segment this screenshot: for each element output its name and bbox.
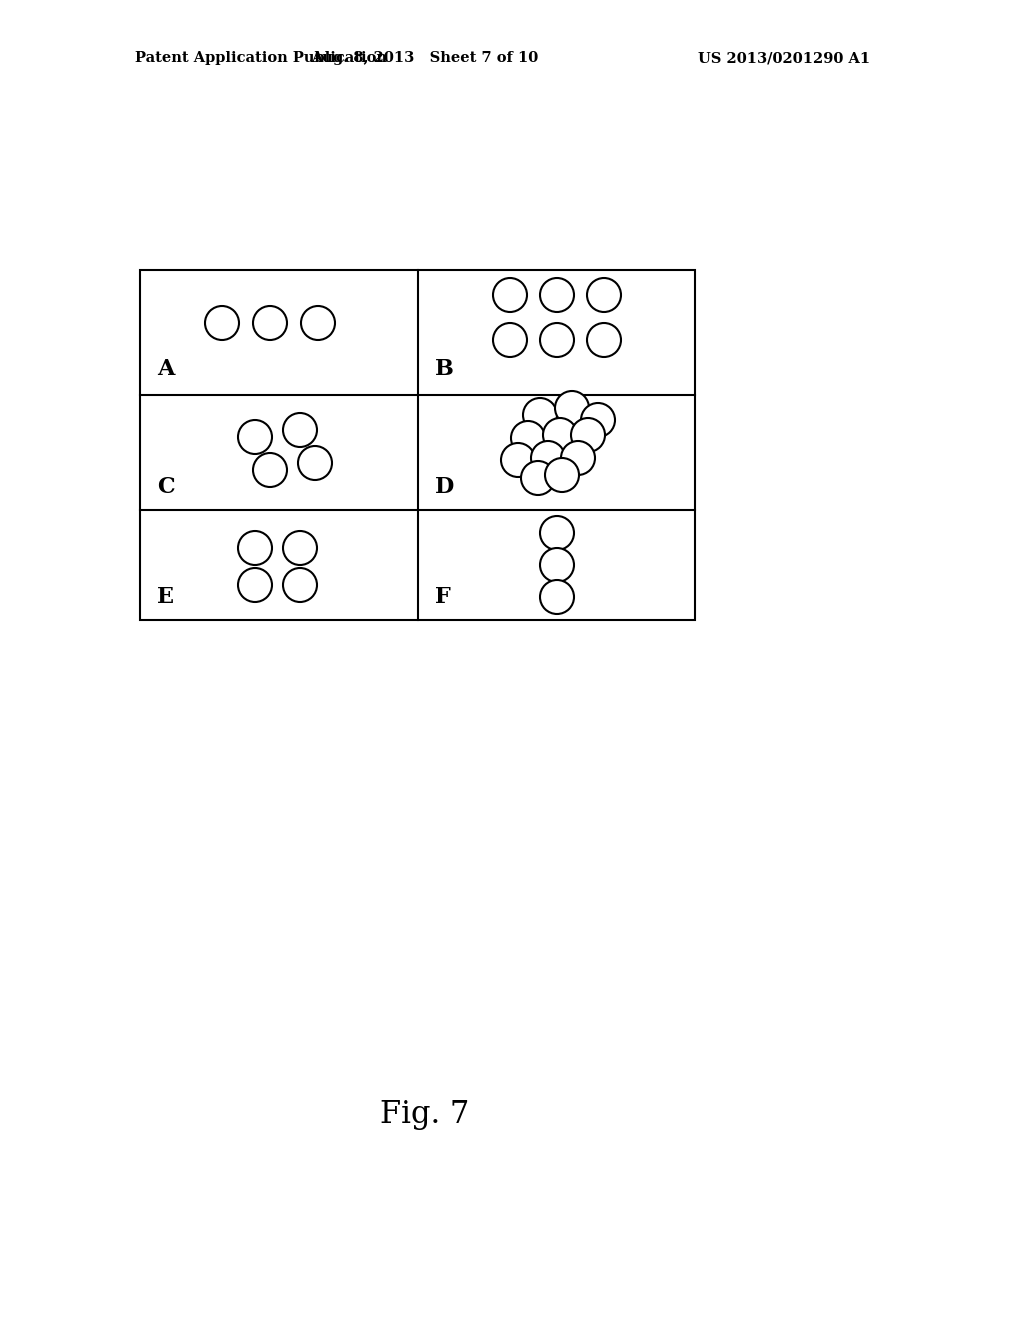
Circle shape — [253, 306, 287, 341]
Circle shape — [493, 323, 527, 356]
Circle shape — [283, 568, 317, 602]
Text: A: A — [157, 358, 174, 380]
Circle shape — [540, 323, 574, 356]
Circle shape — [283, 531, 317, 565]
Text: F: F — [435, 586, 451, 609]
Text: D: D — [435, 477, 455, 498]
Text: Fig. 7: Fig. 7 — [380, 1100, 470, 1130]
Circle shape — [540, 548, 574, 582]
Text: C: C — [157, 477, 175, 498]
Circle shape — [531, 441, 565, 475]
Circle shape — [540, 279, 574, 312]
Circle shape — [493, 279, 527, 312]
Circle shape — [283, 413, 317, 447]
Circle shape — [561, 441, 595, 475]
Circle shape — [543, 418, 577, 451]
Circle shape — [253, 453, 287, 487]
Circle shape — [238, 420, 272, 454]
Text: Patent Application Publication: Patent Application Publication — [135, 51, 387, 65]
Bar — [140, 271, 695, 620]
Circle shape — [298, 446, 332, 480]
Circle shape — [501, 444, 535, 477]
Text: B: B — [435, 358, 454, 380]
Circle shape — [238, 531, 272, 565]
Circle shape — [540, 579, 574, 614]
Text: E: E — [157, 586, 174, 609]
Circle shape — [545, 458, 579, 492]
Circle shape — [555, 391, 589, 425]
Circle shape — [523, 399, 557, 432]
Circle shape — [511, 421, 545, 455]
Circle shape — [301, 306, 335, 341]
Circle shape — [238, 568, 272, 602]
Circle shape — [540, 516, 574, 550]
Circle shape — [205, 306, 239, 341]
Circle shape — [587, 323, 621, 356]
Circle shape — [571, 418, 605, 451]
Text: US 2013/0201290 A1: US 2013/0201290 A1 — [698, 51, 870, 65]
Circle shape — [581, 403, 615, 437]
Text: Aug. 8, 2013   Sheet 7 of 10: Aug. 8, 2013 Sheet 7 of 10 — [311, 51, 539, 65]
Circle shape — [521, 461, 555, 495]
Circle shape — [587, 279, 621, 312]
